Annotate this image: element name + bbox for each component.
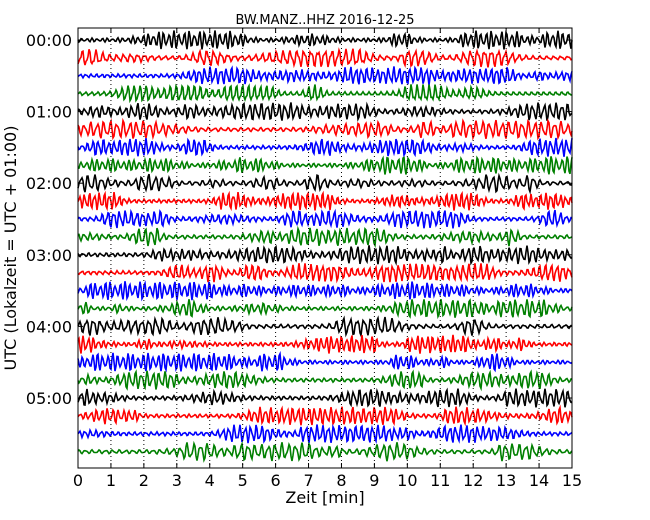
trace-line bbox=[77, 244, 573, 267]
x-tick-label: 14 bbox=[529, 471, 549, 490]
minute-grid bbox=[110, 28, 540, 468]
x-tick-label: 13 bbox=[496, 471, 516, 490]
y-tick-label: 04:00 bbox=[26, 317, 72, 336]
trace-line bbox=[77, 155, 573, 176]
x-tick-label: 2 bbox=[139, 471, 149, 490]
chart-title: BW.MANZ..HHZ 2016-12-25 bbox=[235, 13, 414, 28]
y-axis-label: UTC (Lokalzeit = UTC + 01:00) bbox=[1, 126, 20, 371]
trace-line bbox=[77, 225, 573, 249]
x-tick-label: 15 bbox=[562, 471, 582, 490]
trace-line bbox=[77, 315, 572, 339]
trace-line bbox=[77, 29, 573, 50]
trace-line bbox=[77, 83, 572, 104]
plot-frame bbox=[77, 27, 573, 469]
trace-line bbox=[77, 262, 573, 284]
x-tick-label: 3 bbox=[172, 471, 182, 490]
trace-line bbox=[77, 350, 573, 373]
x-tick-label: 6 bbox=[271, 471, 281, 490]
x-tick-label: 10 bbox=[397, 471, 417, 490]
trace-line bbox=[77, 47, 573, 69]
x-tick-label: 8 bbox=[336, 471, 346, 490]
y-tick-label: 00:00 bbox=[26, 31, 72, 50]
trace-line bbox=[77, 137, 573, 158]
x-axis-label: Zeit [min] bbox=[285, 488, 364, 507]
trace-line bbox=[77, 65, 573, 86]
y-tick-label: 01:00 bbox=[26, 103, 72, 122]
seismic-traces bbox=[77, 29, 573, 463]
trace-line bbox=[77, 172, 573, 195]
trace-line bbox=[77, 387, 573, 408]
trace-line bbox=[77, 298, 573, 320]
x-tick-label: 11 bbox=[430, 471, 450, 490]
x-tick-label: 5 bbox=[238, 471, 248, 490]
trace-line bbox=[77, 190, 573, 212]
trace-line bbox=[77, 280, 573, 302]
trace-line bbox=[77, 101, 573, 122]
y-tick-label: 02:00 bbox=[26, 174, 72, 193]
trace-line bbox=[77, 369, 573, 392]
x-axis-ticks: 0 1 2 3 4 5 6 7 8 9 10 11 12 13 14 15 bbox=[73, 28, 582, 490]
y-tick-label: 05:00 bbox=[26, 389, 72, 408]
trace-line bbox=[77, 208, 572, 229]
trace-line bbox=[77, 117, 573, 141]
y-axis-ticks: 00:00 01:00 02:00 03:00 04:00 05:00 bbox=[26, 31, 572, 408]
x-tick-label: 9 bbox=[369, 471, 379, 490]
x-tick-label: 1 bbox=[106, 471, 116, 490]
trace-line bbox=[77, 423, 573, 445]
trace-line bbox=[77, 334, 573, 354]
trace-line bbox=[77, 404, 573, 427]
y-tick-label: 03:00 bbox=[26, 246, 72, 265]
trace-line bbox=[77, 440, 573, 463]
x-tick-label: 12 bbox=[463, 471, 483, 490]
x-tick-label: 0 bbox=[73, 471, 83, 490]
x-tick-label: 4 bbox=[205, 471, 215, 490]
x-tick-label: 7 bbox=[303, 471, 313, 490]
